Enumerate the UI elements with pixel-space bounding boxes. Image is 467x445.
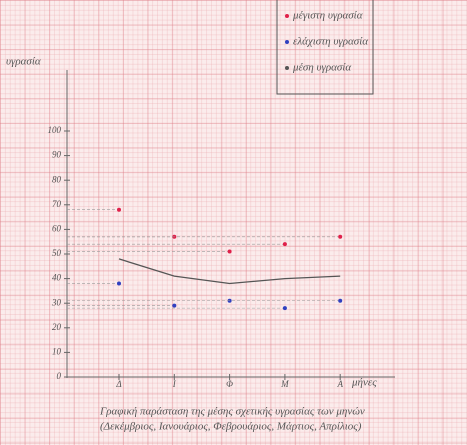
y-tick-label: 10 bbox=[52, 346, 62, 356]
data-point bbox=[117, 207, 121, 212]
legend-label: μέση υγρασία bbox=[292, 62, 351, 74]
caption-line: (Δεκέμβριος, Ιανουάριος, Φεβρουάριος, Μά… bbox=[100, 421, 362, 433]
data-point bbox=[282, 306, 287, 311]
y-tick-label: 0 bbox=[57, 371, 62, 381]
legend-box bbox=[276, 0, 374, 95]
mean-line bbox=[118, 258, 341, 285]
data-point bbox=[282, 242, 287, 247]
legend-marker bbox=[285, 14, 289, 18]
x-tick-label: Ι bbox=[172, 379, 177, 389]
data-point bbox=[117, 281, 121, 286]
y-tick-label: 90 bbox=[52, 150, 62, 160]
legend-label: ελάχιστη υγρασία bbox=[293, 36, 368, 48]
y-tick-label: 100 bbox=[48, 125, 62, 135]
x-tick-label: Φ bbox=[226, 379, 233, 389]
y-tick-label: 80 bbox=[52, 174, 62, 184]
x-tick-label: Μ bbox=[280, 379, 289, 389]
y-tick-label: 60 bbox=[52, 223, 62, 233]
data-point bbox=[338, 234, 343, 239]
legend-marker bbox=[285, 66, 289, 70]
x-axis-label: μήνες bbox=[351, 377, 377, 389]
x-tick-label: Α bbox=[336, 379, 343, 389]
legend-label: μέγιστη υγρασία bbox=[292, 10, 363, 22]
y-tick-label: 70 bbox=[52, 199, 62, 209]
y-tick-label: 20 bbox=[52, 322, 62, 332]
data-point bbox=[227, 249, 232, 254]
data-point bbox=[172, 303, 177, 308]
legend-marker bbox=[285, 40, 289, 44]
x-tick-label: Δ bbox=[115, 379, 121, 389]
y-axis-label: υγρασία bbox=[6, 56, 41, 68]
data-point bbox=[338, 298, 343, 303]
y-tick-label: 50 bbox=[52, 248, 62, 258]
y-tick-label: 30 bbox=[51, 297, 62, 307]
caption-line: Γραφική παράσταση της μέσης σχετικής υγρ… bbox=[99, 406, 365, 418]
y-tick-label: 40 bbox=[52, 273, 62, 283]
